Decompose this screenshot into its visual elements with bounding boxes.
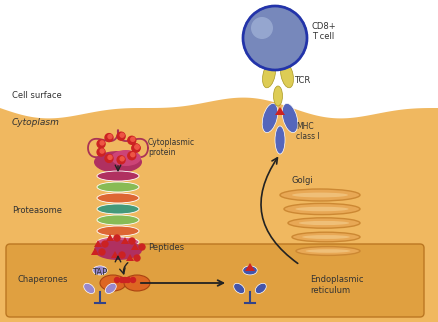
Polygon shape	[121, 237, 129, 244]
Text: Cytoplasm: Cytoplasm	[12, 118, 60, 127]
FancyBboxPatch shape	[6, 244, 424, 317]
Polygon shape	[131, 243, 139, 250]
Circle shape	[97, 140, 105, 148]
Polygon shape	[91, 248, 99, 255]
Ellipse shape	[97, 171, 139, 181]
Ellipse shape	[280, 62, 293, 88]
Circle shape	[108, 156, 112, 159]
Circle shape	[114, 278, 120, 282]
Circle shape	[251, 17, 273, 39]
Polygon shape	[126, 254, 134, 261]
Text: Cytoplasmic
protein: Cytoplasmic protein	[148, 138, 195, 157]
Ellipse shape	[282, 103, 298, 133]
Ellipse shape	[296, 247, 360, 255]
Ellipse shape	[262, 62, 276, 88]
Ellipse shape	[93, 266, 107, 275]
Circle shape	[135, 145, 139, 149]
Ellipse shape	[94, 240, 142, 260]
Ellipse shape	[97, 226, 139, 236]
Polygon shape	[275, 107, 285, 115]
Polygon shape	[0, 98, 438, 322]
Ellipse shape	[295, 207, 349, 211]
Circle shape	[120, 157, 124, 161]
Ellipse shape	[234, 283, 245, 293]
Circle shape	[114, 235, 120, 241]
Ellipse shape	[97, 215, 139, 225]
Ellipse shape	[105, 283, 116, 293]
Circle shape	[108, 135, 112, 138]
Ellipse shape	[111, 150, 141, 166]
Circle shape	[131, 137, 135, 141]
Ellipse shape	[302, 235, 350, 239]
Ellipse shape	[243, 266, 257, 275]
Circle shape	[134, 255, 140, 261]
Polygon shape	[111, 251, 119, 258]
Ellipse shape	[292, 193, 348, 197]
Ellipse shape	[97, 237, 139, 247]
Circle shape	[129, 238, 135, 244]
Circle shape	[99, 249, 105, 255]
Ellipse shape	[262, 103, 278, 133]
Text: TAP: TAP	[92, 268, 107, 277]
Ellipse shape	[280, 189, 360, 201]
Ellipse shape	[97, 182, 139, 192]
Ellipse shape	[94, 151, 142, 173]
Ellipse shape	[292, 232, 360, 242]
Circle shape	[105, 134, 113, 142]
Ellipse shape	[284, 204, 360, 214]
Ellipse shape	[275, 126, 285, 154]
Circle shape	[100, 141, 104, 145]
Polygon shape	[94, 240, 102, 247]
Circle shape	[132, 144, 140, 152]
Text: Peptides: Peptides	[148, 242, 184, 251]
Ellipse shape	[273, 86, 283, 106]
Circle shape	[131, 278, 135, 282]
Text: Chaperones: Chaperones	[18, 276, 68, 285]
Circle shape	[123, 278, 127, 282]
Circle shape	[135, 145, 139, 149]
Circle shape	[126, 278, 131, 282]
Ellipse shape	[299, 221, 349, 225]
Circle shape	[120, 133, 124, 137]
Polygon shape	[245, 263, 255, 271]
Circle shape	[120, 278, 124, 282]
Circle shape	[117, 132, 125, 140]
Ellipse shape	[97, 193, 139, 203]
Circle shape	[117, 156, 125, 164]
Circle shape	[128, 152, 136, 160]
Circle shape	[105, 154, 113, 162]
Text: Cell surface: Cell surface	[12, 91, 62, 100]
Circle shape	[132, 144, 140, 152]
Ellipse shape	[84, 283, 95, 293]
Ellipse shape	[306, 249, 350, 253]
Text: Golgi: Golgi	[292, 176, 314, 185]
Circle shape	[243, 6, 307, 70]
Text: TCR: TCR	[294, 75, 310, 84]
Ellipse shape	[100, 275, 126, 291]
Circle shape	[128, 136, 136, 144]
Text: MHC
class I: MHC class I	[296, 122, 320, 141]
Text: Endoplasmic
reticulum: Endoplasmic reticulum	[310, 275, 364, 295]
Circle shape	[97, 148, 105, 156]
Ellipse shape	[255, 283, 266, 293]
Ellipse shape	[124, 275, 150, 291]
Circle shape	[139, 244, 145, 250]
Text: Proteasome: Proteasome	[12, 205, 62, 214]
Ellipse shape	[97, 204, 139, 214]
Circle shape	[131, 153, 135, 157]
Polygon shape	[106, 234, 114, 241]
Circle shape	[119, 252, 125, 258]
Circle shape	[100, 149, 104, 153]
Circle shape	[102, 241, 108, 247]
Text: CD8+
T cell: CD8+ T cell	[312, 22, 337, 42]
Ellipse shape	[288, 218, 360, 228]
